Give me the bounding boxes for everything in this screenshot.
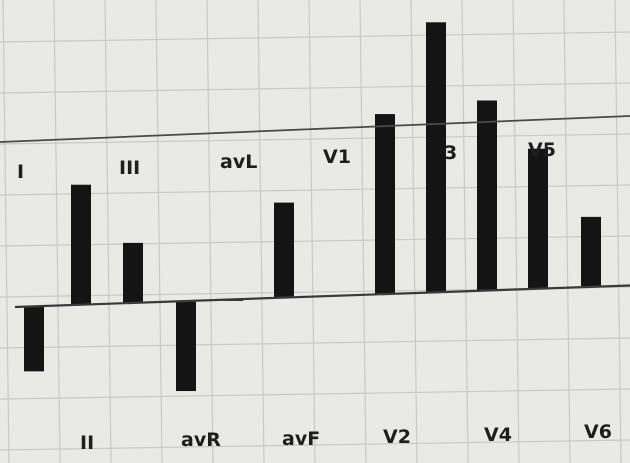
grid-line-vertical (461, 0, 469, 463)
grid-line-vertical (359, 0, 367, 463)
reference-lines (0, 115, 630, 309)
bottom-label-3: V2 (383, 426, 411, 448)
grid-line-vertical (104, 0, 112, 463)
grid-line-horizontal (0, 337, 630, 349)
bar-2 (123, 242, 143, 303)
bar-3 (176, 301, 196, 392)
grid-line-vertical (308, 0, 316, 463)
grid-line-horizontal (0, 82, 630, 94)
bar-9 (528, 148, 548, 289)
bottom-label-4: V4 (484, 424, 512, 446)
grid-line-horizontal (0, 388, 630, 400)
top-label-0: I (17, 161, 24, 183)
grid-line-vertical (155, 0, 163, 463)
bottom-label-5: V6 (584, 421, 612, 443)
top-label-1: III (119, 157, 140, 179)
bar-0 (24, 306, 44, 372)
top-label-4: 3 (444, 142, 457, 164)
bar-1 (71, 184, 91, 305)
grid-line-vertical (257, 0, 265, 463)
top-label-2: avL (220, 151, 257, 173)
grid-line-vertical (512, 0, 520, 463)
bars-group (24, 22, 601, 392)
grid-line-horizontal (0, 133, 630, 145)
grid-line-vertical (614, 0, 622, 463)
bar-8 (477, 100, 497, 291)
bottom-label-2: avF (282, 428, 320, 450)
grid-line-horizontal (0, 235, 630, 247)
top-label-5: V5 (528, 139, 556, 161)
bar-5 (274, 202, 294, 298)
grid-line-vertical (53, 0, 61, 463)
baseline (14, 284, 630, 309)
grid-line-horizontal (0, 184, 630, 196)
bottom-label-1: avR (181, 429, 221, 451)
grid-line-vertical (206, 0, 214, 463)
bar-6 (375, 114, 395, 295)
grid-line-vertical (2, 0, 10, 463)
top-label-3: V1 (323, 146, 351, 168)
bar-7 (426, 22, 446, 293)
grid-line-horizontal (0, 439, 630, 451)
grid-line-vertical (563, 0, 571, 463)
bar-10 (581, 216, 601, 287)
bottom-label-0: II (80, 432, 94, 454)
upper-reference-line (0, 115, 630, 143)
grid-line-horizontal (0, 31, 630, 43)
grid-line-vertical (410, 0, 418, 463)
